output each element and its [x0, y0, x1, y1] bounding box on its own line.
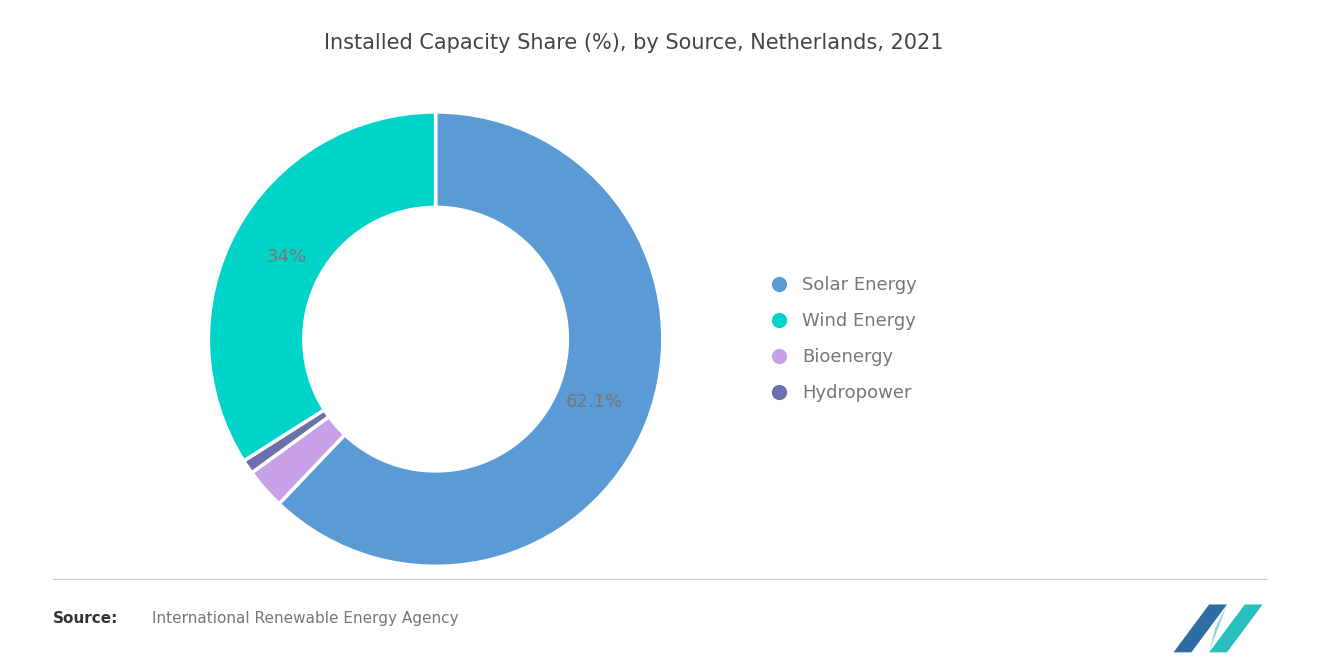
Polygon shape [1173, 604, 1226, 652]
Text: International Renewable Energy Agency: International Renewable Energy Agency [152, 611, 458, 626]
Text: Source:: Source: [53, 611, 119, 626]
Text: 62.1%: 62.1% [565, 394, 623, 412]
Text: 34%: 34% [267, 248, 306, 266]
Polygon shape [1209, 604, 1262, 652]
Polygon shape [1209, 604, 1226, 652]
Wedge shape [244, 410, 329, 473]
Wedge shape [252, 416, 345, 504]
Wedge shape [209, 112, 436, 461]
Legend: Solar Energy, Wind Energy, Bioenergy, Hydropower: Solar Energy, Wind Energy, Bioenergy, Hy… [760, 267, 927, 411]
Wedge shape [279, 112, 663, 567]
Text: Installed Capacity Share (%), by Source, Netherlands, 2021: Installed Capacity Share (%), by Source,… [323, 33, 944, 53]
